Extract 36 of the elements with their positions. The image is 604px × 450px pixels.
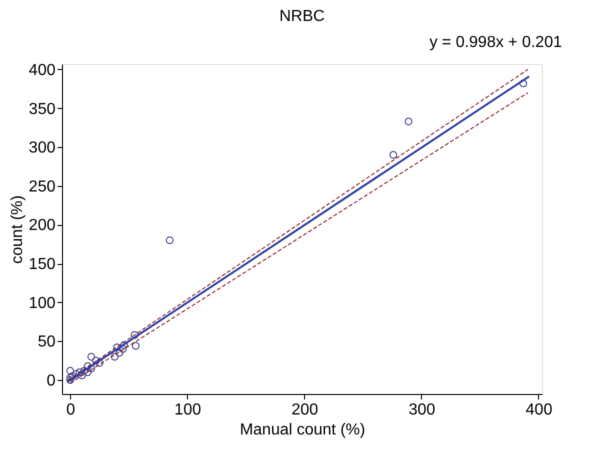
x-tick-label: 100	[174, 402, 202, 418]
y-tick-label: 250	[28, 178, 56, 196]
text: y = 0.998x + 0.201	[429, 34, 562, 51]
y-tick-label: 50	[38, 334, 56, 351]
point	[84, 362, 92, 370]
point	[519, 80, 528, 88]
x-axis-title: Manual count (%)	[240, 422, 366, 438]
point	[92, 356, 100, 364]
x-tick-label: 0	[66, 402, 76, 418]
point	[66, 366, 74, 375]
y-axis-title: count (%)	[8, 195, 26, 264]
point	[110, 352, 119, 361]
point	[166, 236, 174, 244]
x-tick-label: 300	[408, 402, 436, 418]
point	[87, 352, 96, 361]
point	[389, 151, 398, 159]
y-tick-label: 100	[28, 294, 56, 312]
y-tick-label: 150	[28, 256, 56, 274]
point	[80, 366, 88, 375]
point	[116, 349, 124, 357]
point	[96, 359, 104, 367]
chart-title: NRBC	[279, 8, 325, 25]
point	[76, 368, 84, 376]
x-tick-label: 200	[291, 402, 318, 418]
point	[66, 376, 74, 384]
point	[113, 344, 121, 352]
y-tick-label: 300	[28, 140, 56, 157]
y-tick-label: 400	[28, 62, 56, 79]
point	[404, 118, 412, 126]
x-tick-label: 400	[526, 402, 552, 418]
y-tick-label: 200	[28, 217, 56, 234]
point	[120, 341, 128, 349]
y-tick-label: 0	[46, 372, 56, 390]
point	[130, 331, 138, 339]
y-tick-label: 350	[28, 100, 56, 118]
point	[132, 342, 140, 350]
